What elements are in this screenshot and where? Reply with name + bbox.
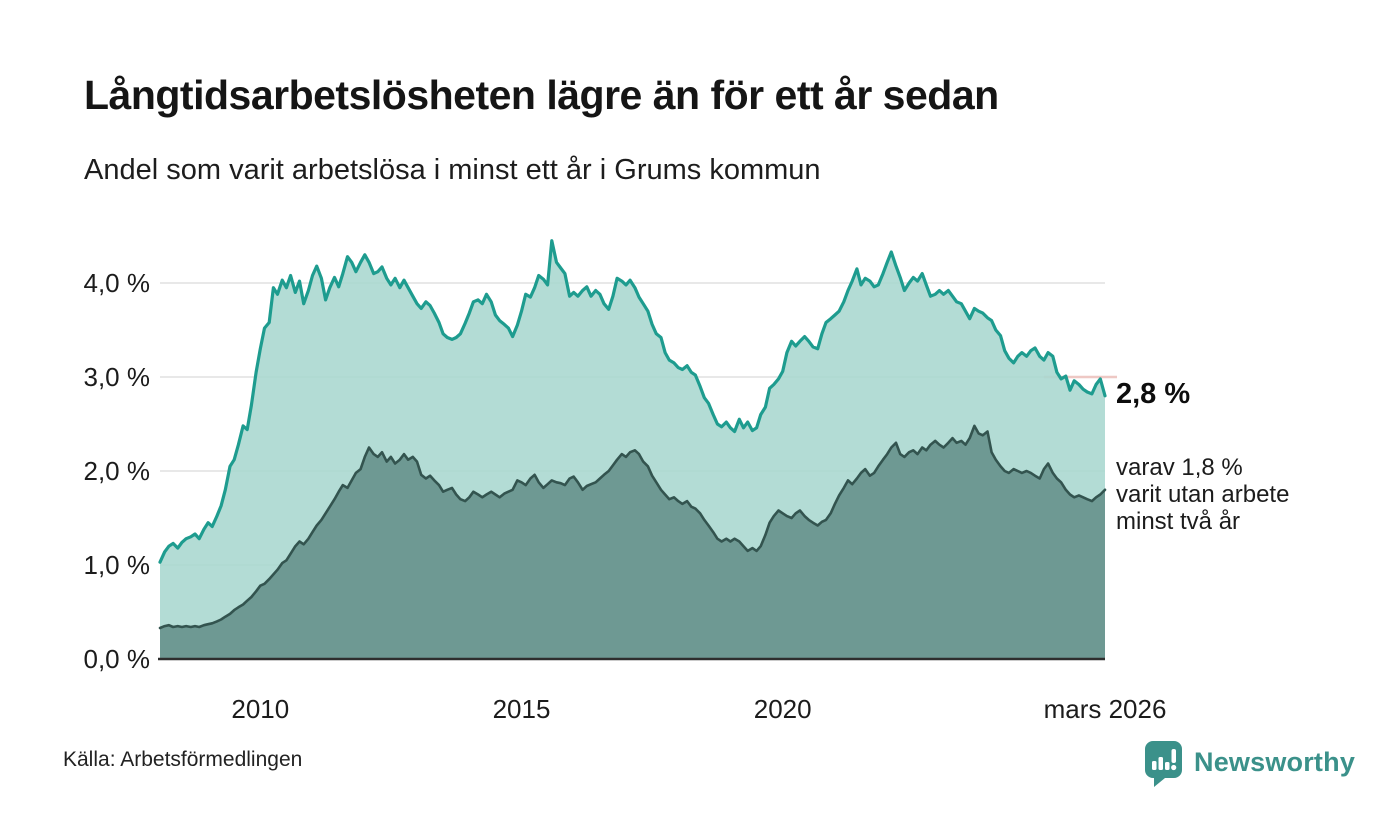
logo-bubble-shape bbox=[1145, 741, 1182, 787]
logo-exclamation-dot bbox=[1171, 764, 1177, 771]
y-tick-label: 2,0 % bbox=[84, 456, 151, 486]
latest-value-label: 2,8 % bbox=[1116, 378, 1191, 410]
y-tick-label: 3,0 % bbox=[84, 362, 151, 392]
newsworthy-logo-icon bbox=[1145, 741, 1182, 787]
x-tick-label: mars 2026 bbox=[1044, 694, 1167, 724]
newsworthy-brand: Newsworthy bbox=[1143, 740, 1355, 787]
source-note: Källa: Arbetsförmedlingen bbox=[63, 748, 303, 771]
area-unemployed-two-years bbox=[160, 425, 1105, 659]
x-tick-label: 2015 bbox=[493, 694, 551, 724]
logo-exclamation-icon bbox=[1171, 749, 1176, 763]
line-unemployed-one-year bbox=[158, 239, 1107, 564]
two-year-annotation: varav 1,8 % varit utan arbete minst två … bbox=[1116, 454, 1290, 535]
logo-bar-icon bbox=[1152, 761, 1157, 770]
x-tick-label: 2020 bbox=[754, 694, 812, 724]
line-unemployed-two-years bbox=[158, 424, 1107, 630]
y-tick-label: 4,0 % bbox=[84, 268, 151, 298]
logo-bar-icon bbox=[1158, 757, 1163, 770]
y-tick-label: 0,0 % bbox=[84, 644, 151, 674]
page-title: Långtidsarbetslösheten lägre än för ett … bbox=[84, 72, 999, 118]
page-subtitle: Andel som varit arbetslösa i minst ett å… bbox=[84, 154, 821, 186]
brand-name: Newsworthy bbox=[1194, 747, 1356, 777]
y-tick-label: 1,0 % bbox=[84, 550, 151, 580]
x-tick-label: 2010 bbox=[231, 694, 289, 724]
logo-bar-icon bbox=[1165, 762, 1170, 770]
